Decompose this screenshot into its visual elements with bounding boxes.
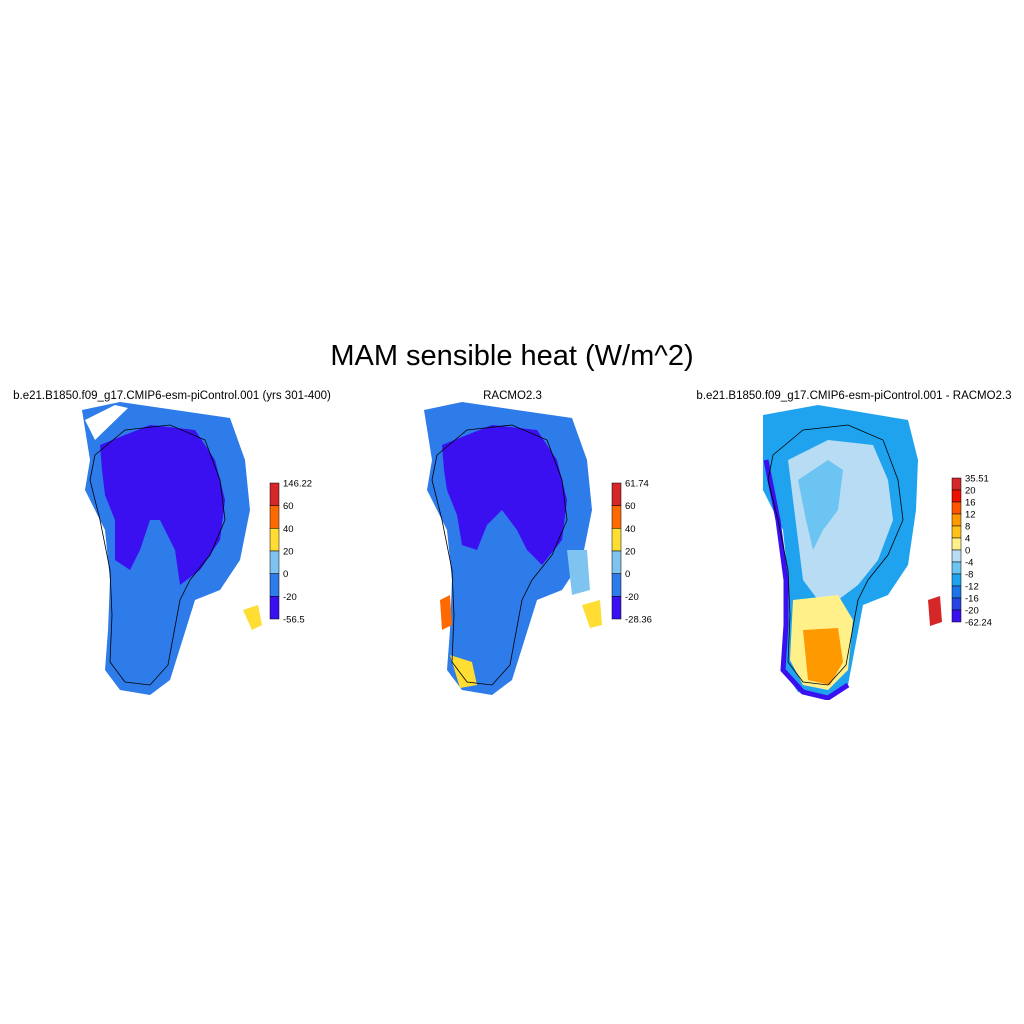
interior-mid-field bbox=[798, 460, 843, 550]
colorbar-label: 4 bbox=[965, 534, 970, 545]
greenland-field bbox=[82, 402, 262, 695]
colorbar-label: 20 bbox=[965, 486, 976, 497]
colorbar-swatch bbox=[269, 482, 280, 506]
coastline bbox=[767, 424, 904, 686]
greenland-field bbox=[763, 405, 942, 700]
colorbar-label: 0 bbox=[625, 569, 630, 580]
colorbar-label: 60 bbox=[625, 501, 636, 512]
panel-title-difference: b.e21.B1850.f09_g17.CMIP6-esm-piControl.… bbox=[696, 390, 1012, 402]
colorbar-swatch bbox=[951, 573, 962, 587]
colorbar-swatch bbox=[611, 528, 622, 552]
coastline bbox=[89, 424, 226, 686]
colorbar-label: 60 bbox=[283, 501, 294, 512]
margin-warm-field bbox=[243, 605, 262, 630]
colorbar-label: 20 bbox=[625, 547, 636, 558]
coastline bbox=[431, 424, 568, 686]
colorbar-label: 61.74 bbox=[625, 479, 649, 490]
light-blue-margin bbox=[567, 550, 590, 595]
colorbar-label: -4 bbox=[965, 558, 973, 569]
colorbar-label: 0 bbox=[283, 569, 288, 580]
colorbar-label: 146.22 bbox=[283, 479, 312, 490]
interior-low-field bbox=[100, 425, 225, 585]
panel-title-model: b.e21.B1850.f09_g17.CMIP6-esm-piControl.… bbox=[13, 390, 331, 402]
colorbar-swatch bbox=[951, 537, 962, 551]
margin-warm-field bbox=[928, 596, 942, 626]
colorbar-swatch bbox=[269, 596, 280, 620]
colorbar-racmo: 61.74 60 40 20 0 -20 -28.36 bbox=[611, 479, 652, 626]
colorbar-label: 35.51 bbox=[965, 474, 989, 485]
colorbar-label: -20 bbox=[625, 592, 639, 603]
colorbar-label: 20 bbox=[283, 547, 294, 558]
colorbar-swatch bbox=[951, 585, 962, 599]
south-orange-field bbox=[803, 628, 843, 685]
colorbar-label: 8 bbox=[965, 522, 970, 533]
colorbar-swatch bbox=[611, 505, 622, 529]
colorbar-swatch bbox=[951, 525, 962, 539]
margin-warm-field bbox=[582, 600, 602, 628]
colorbar-label: 12 bbox=[965, 510, 976, 521]
orange-patch bbox=[440, 595, 452, 630]
yellow-patch bbox=[450, 655, 477, 688]
colorbar-swatch bbox=[951, 549, 962, 563]
colorbar-swatch bbox=[611, 573, 622, 597]
colorbar-label: 40 bbox=[283, 524, 294, 535]
panel-title-racmo: RACMO2.3 bbox=[483, 390, 542, 402]
colorbar-swatch bbox=[951, 501, 962, 515]
colorbar-label: -62.24 bbox=[965, 618, 992, 629]
colorbar-swatch bbox=[951, 561, 962, 575]
colorbar-model: 146.22 60 40 20 0 -20 -56.5 bbox=[269, 479, 312, 626]
greenland-field bbox=[424, 402, 602, 695]
colorbar-label: -16 bbox=[965, 594, 979, 605]
colorbar-swatch bbox=[611, 596, 622, 620]
map-difference bbox=[763, 405, 942, 700]
colorbar-swatch bbox=[611, 482, 622, 506]
interior-low-field bbox=[442, 425, 567, 565]
colorbar-label: -12 bbox=[965, 582, 979, 593]
colorbar-label: -56.5 bbox=[283, 615, 305, 626]
colorbar-swatch bbox=[951, 477, 962, 491]
map-racmo bbox=[424, 402, 602, 695]
map-model bbox=[82, 402, 262, 695]
margin-low-field bbox=[763, 459, 850, 700]
colorbar-swatch bbox=[269, 573, 280, 597]
colorbar-swatch bbox=[269, 550, 280, 574]
colorbar-label: -28.36 bbox=[625, 615, 652, 626]
colorbar-label: -20 bbox=[965, 606, 979, 617]
colorbar-swatch bbox=[951, 489, 962, 503]
colorbar-label: 0 bbox=[965, 546, 970, 557]
colorbar-swatch bbox=[951, 609, 962, 623]
colorbar-label: 16 bbox=[965, 498, 976, 509]
open-gap bbox=[85, 405, 128, 440]
colorbar-swatch bbox=[611, 550, 622, 574]
colorbar-label: 40 bbox=[625, 524, 636, 535]
colorbar-swatch bbox=[951, 513, 962, 527]
colorbar-label: -8 bbox=[965, 570, 973, 581]
colorbar-swatch bbox=[951, 597, 962, 611]
colorbar-swatch bbox=[269, 505, 280, 529]
figure-title: MAM sensible heat (W/m^2) bbox=[330, 340, 694, 372]
colorbar-label: -20 bbox=[283, 592, 297, 603]
colorbar-swatch bbox=[269, 528, 280, 552]
